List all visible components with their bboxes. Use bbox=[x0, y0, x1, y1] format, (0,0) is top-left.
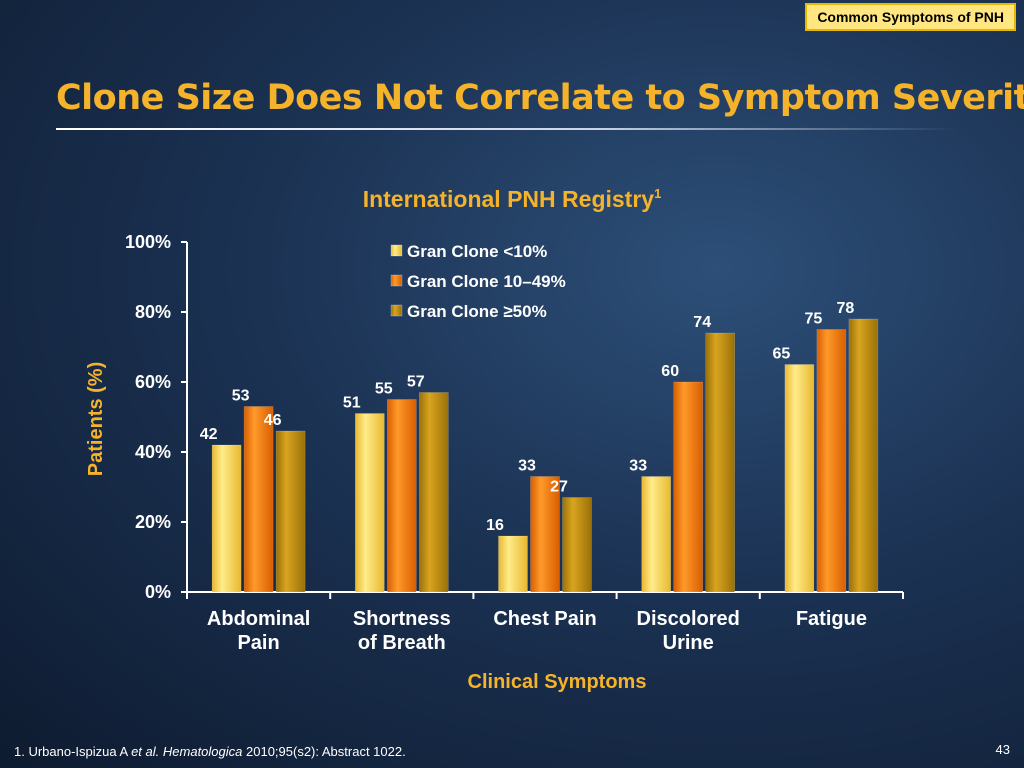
data-label: 60 bbox=[661, 363, 679, 380]
ref-etal: et al. bbox=[131, 744, 160, 759]
bar bbox=[641, 476, 672, 593]
bar bbox=[816, 329, 847, 593]
data-label: 74 bbox=[693, 314, 711, 331]
legend-swatch bbox=[390, 304, 403, 317]
data-label: 55 bbox=[375, 381, 393, 398]
bar bbox=[848, 318, 879, 593]
legend-label: Gran Clone ≥50% bbox=[407, 302, 547, 321]
bar bbox=[418, 392, 449, 593]
x-tick-label: Abdominal bbox=[207, 608, 310, 630]
bar bbox=[386, 399, 417, 593]
x-tick-label: Urine bbox=[663, 632, 714, 654]
data-label: 53 bbox=[232, 388, 250, 405]
bar bbox=[673, 381, 704, 593]
data-label: 78 bbox=[837, 300, 855, 317]
bar bbox=[784, 364, 815, 593]
y-tick-label: 40% bbox=[135, 442, 171, 462]
x-tick-label: Chest Pain bbox=[493, 608, 596, 630]
y-tick-label: 0% bbox=[145, 582, 171, 602]
page-number: 43 bbox=[995, 742, 1010, 757]
x-tick-label: Fatigue bbox=[796, 608, 867, 630]
reference-footnote: 1. Urbano-Ispizua A et al. Hematologica … bbox=[14, 744, 406, 759]
legend-swatch bbox=[390, 274, 403, 287]
data-label: 46 bbox=[264, 412, 282, 429]
slide-title: Clone Size Does Not Correlate to Symptom… bbox=[56, 78, 1024, 118]
y-axis-label: Patients (%) bbox=[85, 362, 107, 476]
bar bbox=[562, 497, 592, 593]
title-divider bbox=[56, 128, 956, 130]
data-label: 65 bbox=[773, 346, 791, 363]
data-label: 33 bbox=[629, 458, 647, 475]
x-axis-label: Clinical Symptoms bbox=[468, 671, 647, 693]
data-label: 33 bbox=[518, 458, 536, 475]
bar bbox=[705, 332, 736, 593]
x-tick-label: Pain bbox=[237, 632, 279, 654]
legend-label: Gran Clone <10% bbox=[407, 242, 547, 261]
ref-prefix: 1. Urbano-Ispizua A bbox=[14, 744, 132, 759]
data-label: 42 bbox=[200, 426, 218, 443]
bar bbox=[530, 476, 560, 593]
x-tick-label: Shortness bbox=[353, 608, 451, 630]
legend-swatch bbox=[390, 244, 403, 257]
bar bbox=[275, 430, 306, 593]
ref-journal: Hematologica bbox=[162, 744, 243, 759]
data-label: 27 bbox=[550, 479, 568, 496]
legend-label: Gran Clone 10–49% bbox=[407, 272, 566, 291]
ref-suffix: 2010;95(s2): Abstract 1022. bbox=[242, 744, 406, 759]
x-tick-label: Discolored bbox=[637, 608, 740, 630]
data-label: 57 bbox=[407, 374, 425, 391]
section-tag: Common Symptoms of PNH bbox=[805, 3, 1016, 31]
x-tick-label: of Breath bbox=[358, 632, 446, 654]
y-tick-label: 60% bbox=[135, 372, 171, 392]
y-tick-label: 20% bbox=[135, 512, 171, 532]
bar bbox=[243, 406, 274, 593]
bar bbox=[211, 444, 242, 593]
bar bbox=[498, 535, 528, 593]
data-label: 75 bbox=[805, 311, 823, 328]
data-label: 16 bbox=[486, 517, 504, 534]
bar bbox=[354, 413, 385, 593]
data-label: 51 bbox=[343, 395, 361, 412]
y-tick-label: 100% bbox=[125, 232, 171, 252]
y-tick-label: 80% bbox=[135, 302, 171, 322]
chart-title: International PNH Registry1 bbox=[363, 186, 662, 212]
